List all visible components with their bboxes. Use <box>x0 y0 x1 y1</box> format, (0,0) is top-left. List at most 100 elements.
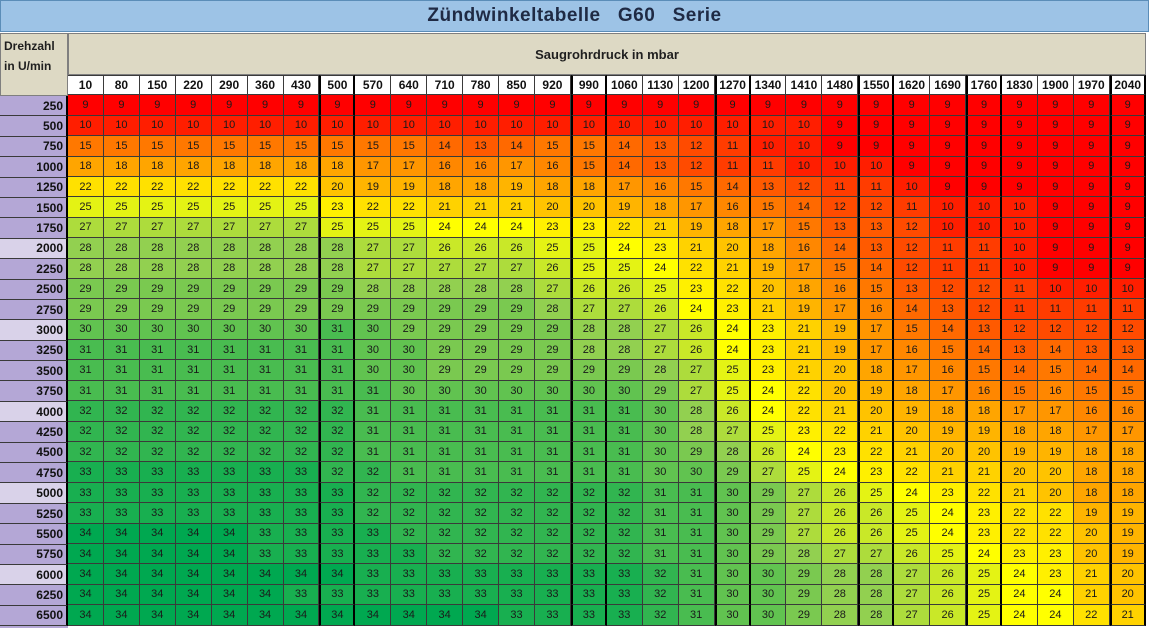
ignition-value-cell: 30 <box>606 380 643 402</box>
ignition-value-cell: 25 <box>355 217 392 239</box>
ignition-value-cell: 9 <box>930 136 967 157</box>
ignition-value-cell: 31 <box>355 421 392 443</box>
ignition-value-cell: 17 <box>1001 401 1038 422</box>
ignition-value-cell: 33 <box>211 462 248 483</box>
ignition-value-cell: 33 <box>139 482 176 504</box>
ignition-value-cell: 23 <box>750 340 787 361</box>
ignition-value-cell: 28 <box>822 605 859 626</box>
ignition-value-cell: 27 <box>642 340 679 361</box>
ignition-value-cell: 30 <box>678 462 715 483</box>
ignition-value-cell: 28 <box>678 401 715 422</box>
ignition-value-cell: 33 <box>211 482 248 504</box>
ignition-value-cell: 10 <box>319 115 356 137</box>
ignition-value-cell: 31 <box>139 380 176 402</box>
ignition-value-cell: 32 <box>68 421 104 443</box>
ignition-value-cell: 14 <box>499 136 535 157</box>
ignition-value-cell: 34 <box>319 564 356 585</box>
ignition-value-cell: 33 <box>139 503 176 524</box>
ignition-value-cell: 30 <box>139 319 176 341</box>
pressure-column-header: 1480 <box>822 75 859 96</box>
ignition-value-cell: 27 <box>894 584 931 606</box>
ignition-value-cell: 27 <box>68 217 104 239</box>
ignition-value-cell: 23 <box>930 482 967 504</box>
ignition-value-cell: 18 <box>211 156 248 177</box>
pressure-column-header: 640 <box>391 75 428 96</box>
ignition-value-cell: 20 <box>1073 543 1110 565</box>
rpm-row-header: 4250 <box>0 422 68 443</box>
ignition-value-cell: 18 <box>786 278 823 300</box>
ignition-value-cell: 34 <box>139 605 176 626</box>
ignition-value-cell: 25 <box>534 238 571 259</box>
ignition-value-cell: 33 <box>319 584 356 606</box>
ignition-value-cell: 9 <box>966 136 1002 157</box>
ignition-value-cell: 10 <box>427 115 464 137</box>
ignition-value-cell: 31 <box>391 421 428 443</box>
ignition-value-cell: 11 <box>894 197 931 218</box>
pressure-column-header: 220 <box>175 75 212 96</box>
ignition-value-cell: 28 <box>247 238 284 259</box>
ignition-value-cell: 24 <box>894 482 931 504</box>
ignition-value-cell: 29 <box>786 605 823 626</box>
table-row: 33 33 33 33 33 33 33 33 32 32 32 32 32 32 32 32 31 31 30 29… <box>68 503 1146 524</box>
rpm-row-header: 2500 <box>0 279 68 300</box>
ignition-value-cell: 29 <box>714 462 751 483</box>
ignition-value-cell: 32 <box>570 523 607 544</box>
ignition-value-cell: 12 <box>786 176 823 198</box>
ignition-value-cell: 9 <box>822 115 859 137</box>
ignition-value-cell: 29 <box>175 278 212 300</box>
ignition-value-cell: 23 <box>966 523 1002 544</box>
ignition-value-cell: 9 <box>966 115 1002 137</box>
ignition-value-cell: 27 <box>139 217 176 239</box>
ignition-value-cell: 28 <box>103 258 140 279</box>
ignition-value-cell: 9 <box>1073 176 1110 198</box>
ignition-value-cell: 30 <box>642 462 679 483</box>
ignition-value-cell: 33 <box>175 503 212 524</box>
ignition-value-cell: 33 <box>68 462 104 483</box>
ignition-value-cell: 16 <box>1073 401 1110 422</box>
ignition-value-cell: 9 <box>1109 176 1146 198</box>
ignition-value-cell: 24 <box>427 217 464 239</box>
ignition-value-cell: 29 <box>750 482 787 504</box>
table-row: 15 15 15 15 15 15 15 15 15 15 14 13 14 15 15 14 13 12 11 10… <box>68 136 1146 157</box>
ignition-value-cell: 14 <box>786 197 823 218</box>
ignition-value-cell: 31 <box>175 340 212 361</box>
ignition-value-cell: 33 <box>606 584 643 606</box>
ignition-value-cell: 21 <box>930 462 967 483</box>
ignition-value-cell: 14 <box>966 340 1002 361</box>
ignition-value-cell: 25 <box>606 258 643 279</box>
ignition-value-cell: 21 <box>499 197 535 218</box>
ignition-value-cell: 9 <box>1073 217 1110 239</box>
ignition-value-cell: 10 <box>750 115 787 137</box>
ignition-value-cell: 28 <box>103 238 140 259</box>
ignition-value-cell: 33 <box>570 584 607 606</box>
ignition-value-cell: 22 <box>175 176 212 198</box>
ignition-value-cell: 32 <box>103 401 140 422</box>
ignition-value-cell: 31 <box>678 543 715 565</box>
ignition-value-cell: 14 <box>1037 340 1074 361</box>
ignition-value-cell: 26 <box>930 564 967 585</box>
ignition-value-cell: 34 <box>68 543 104 565</box>
ignition-value-cell: 23 <box>858 462 895 483</box>
ignition-value-cell: 21 <box>1001 482 1038 504</box>
ignition-value-cell: 13 <box>642 136 679 157</box>
ignition-value-cell: 33 <box>355 564 392 585</box>
ignition-value-cell: 16 <box>1037 380 1074 402</box>
ignition-value-cell: 33 <box>68 482 104 504</box>
ignition-value-cell: 33 <box>355 523 392 544</box>
ignition-value-cell: 9 <box>1073 95 1110 116</box>
ignition-value-cell: 32 <box>175 401 212 422</box>
rpm-row-header: 5250 <box>0 503 68 525</box>
ignition-value-cell: 32 <box>247 401 284 422</box>
pressure-column-header: 710 <box>427 75 464 96</box>
ignition-value-cell: 27 <box>894 605 931 626</box>
ignition-value-cell: 18 <box>175 156 212 177</box>
ignition-value-cell: 32 <box>355 482 392 504</box>
ignition-value-cell: 34 <box>68 584 104 606</box>
ignition-value-cell: 16 <box>894 340 931 361</box>
pressure-column-header: 1340 <box>750 75 787 96</box>
ignition-value-cell: 27 <box>534 278 571 300</box>
ignition-value-cell: 26 <box>678 340 715 361</box>
ignition-value-cell: 11 <box>714 136 751 157</box>
ignition-value-cell: 25 <box>319 217 356 239</box>
ignition-value-cell: 34 <box>211 584 248 606</box>
